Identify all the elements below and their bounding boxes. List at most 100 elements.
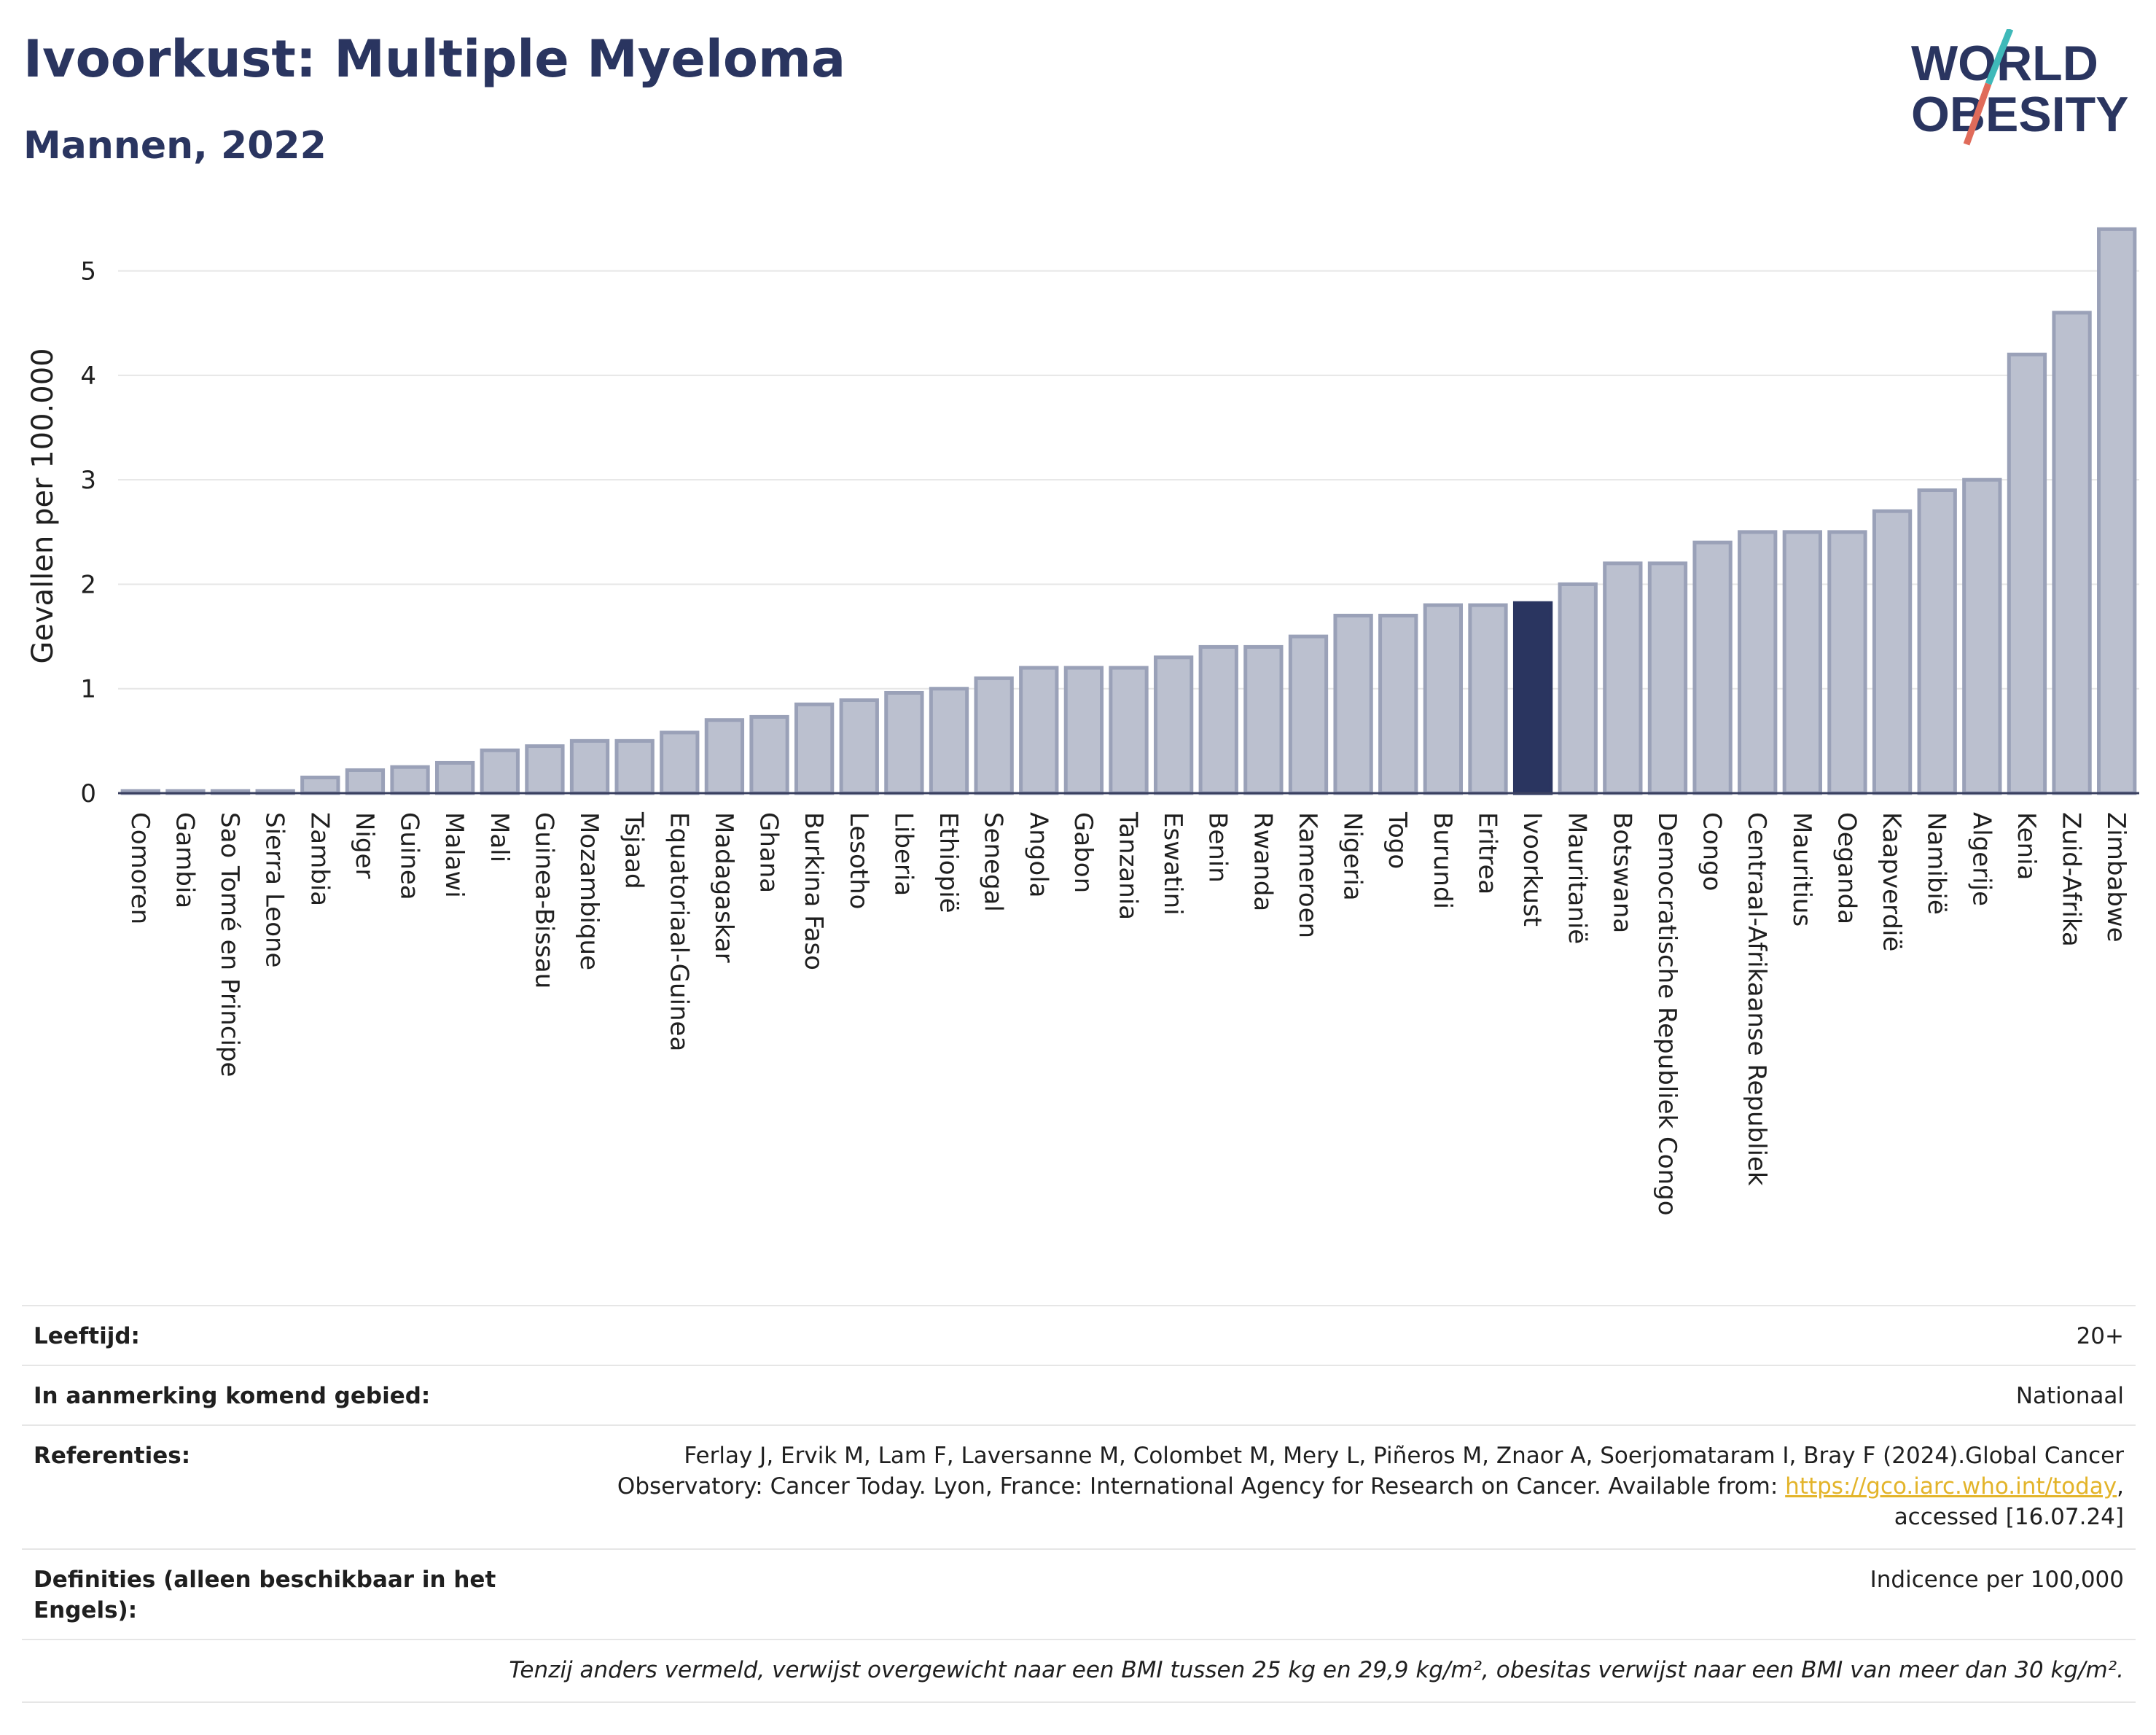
page-subtitle: Mannen, 2022: [23, 124, 327, 168]
bar-mozambique: [569, 738, 610, 795]
y-tick-label: 4: [80, 362, 96, 391]
x-tick-label: Equatoriaal-Guinea: [664, 812, 693, 1051]
bar-zimbabwe: [2097, 227, 2137, 795]
references-value: Ferlay J, Ervik M, Lam F, Laversanne M, …: [617, 1440, 2124, 1532]
bar-mali: [480, 748, 520, 795]
bar-rwanda: [1243, 644, 1284, 795]
references-line-2: Observatory: Cancer Today. Lyon, France:…: [617, 1473, 2124, 1500]
x-tick-label: Gambia: [170, 812, 199, 908]
bar-burkina-faso: [794, 702, 835, 795]
x-tick-label: Mozambique: [574, 812, 604, 970]
bar-ivoorkust: [1512, 601, 1553, 795]
bar-zuid-afrika: [2052, 311, 2092, 795]
x-tick-label: Guinea-Bissau: [529, 812, 558, 989]
y-axis-label: Gevallen per 100.000: [26, 348, 60, 663]
x-tick-label: Mauritius: [1787, 812, 1816, 927]
x-tick-label: Sierra Leone: [260, 812, 289, 967]
x-tick-label: Ethiopië: [934, 812, 963, 913]
bar-oeganda: [1827, 530, 1867, 795]
bar-algerije: [1962, 477, 2002, 795]
x-tick-label: Zambia: [305, 812, 334, 906]
area-row: In aanmerking komend gebied: Nationaal: [22, 1365, 2136, 1426]
x-tick-label: Angola: [1023, 812, 1052, 897]
y-tick-label: 0: [80, 779, 96, 808]
bar-centraal-afrikaanse-republiek: [1738, 530, 1778, 795]
x-tick-label: Zimbabwe: [2101, 812, 2130, 943]
x-tick-label: Sao Tomé en Principe: [215, 812, 244, 1077]
bar-namibi-: [1917, 488, 1957, 795]
x-tick-label: Democratische Republiek Congo: [1652, 812, 1682, 1216]
references-link[interactable]: https://gco.iarc.who.int/today: [1785, 1473, 2117, 1500]
age-label: Leeftijd:: [34, 1323, 140, 1349]
bar-kaapverdi-: [1872, 509, 1913, 795]
x-tick-label: Eswatini: [1158, 812, 1187, 916]
bar-madagaskar: [704, 718, 745, 795]
x-tick-label: Benin: [1203, 812, 1233, 883]
x-tick-label: Mali: [485, 812, 514, 862]
bar-ghana: [749, 714, 789, 795]
x-tick-label: Comoren: [125, 812, 155, 924]
x-tick-label: Madagaskar: [709, 812, 738, 963]
bar-botswana: [1603, 561, 1643, 795]
x-tick-label: Kameroen: [1293, 812, 1322, 938]
bar-mauritani-: [1558, 582, 1598, 795]
definitions-value: Indicence per 100,000: [1870, 1567, 2124, 1593]
note-row: Tenzij anders vermeld, verwijst overgewi…: [22, 1639, 2136, 1703]
references-row: Referenties: Ferlay J, Ervik M, Lam F, L…: [22, 1424, 2136, 1550]
x-tick-label: Kaapverdië: [1877, 812, 1906, 951]
x-tick-label: Algerije: [1966, 812, 1996, 906]
x-tick-label: Centraal-Afrikaanse Republiek: [1742, 812, 1771, 1186]
x-tick-label: Burundi: [1428, 812, 1457, 909]
bar-burundi: [1423, 603, 1464, 795]
x-tick-label: Niger: [350, 812, 379, 878]
references-line-1: Ferlay J, Ervik M, Lam F, Laversanne M, …: [684, 1443, 2124, 1469]
bar-niger: [345, 768, 386, 795]
bar-equatoriaal-guinea: [660, 730, 700, 795]
bar-gabon: [1063, 666, 1104, 795]
bar-liberia: [884, 690, 924, 795]
age-row: Leeftijd: 20+: [22, 1305, 2136, 1366]
bar-congo: [1692, 540, 1733, 795]
bar-kenia: [2007, 352, 2047, 795]
bmi-note: Tenzij anders vermeld, verwijst overgewi…: [509, 1657, 2124, 1683]
references-text-2: Observatory: Cancer Today. Lyon, France:…: [617, 1473, 1786, 1500]
bar-democratische-republiek-congo: [1647, 561, 1688, 795]
bar-lesotho: [839, 698, 879, 795]
x-tick-label: Guinea: [395, 812, 424, 900]
x-tick-label: Malawi: [440, 812, 469, 898]
age-value: 20+: [2076, 1323, 2124, 1349]
x-tick-label: Botswana: [1607, 812, 1636, 933]
y-tick-label: 2: [80, 570, 96, 599]
bar-senegal: [974, 676, 1014, 795]
bar-guinea: [390, 765, 430, 795]
page-title: Ivoorkust: Multiple Myeloma: [23, 29, 846, 89]
bar-zambia: [300, 776, 340, 795]
x-tick-label: Tsjaad: [620, 811, 649, 889]
area-value: Nationaal: [2015, 1383, 2124, 1409]
bar-tanzania: [1109, 666, 1149, 795]
x-tick-label: Oeganda: [1832, 812, 1861, 924]
x-tick-label: Kenia: [2012, 812, 2041, 880]
x-tick-label: Gabon: [1069, 812, 1098, 893]
x-tick-label: Congo: [1698, 812, 1727, 891]
y-tick-label: 5: [80, 257, 96, 286]
x-tick-label: Liberia: [888, 812, 918, 896]
definitions-label-line-1: Definities (alleen beschikbaar in het: [34, 1567, 496, 1593]
bar-chart: 0 1 2 3 4 5 Gevallen per 100.000 Comoren Gambia S…: [26, 227, 2139, 1216]
x-tick-label: Namibië: [1922, 812, 1951, 915]
bar-eritrea: [1468, 603, 1508, 795]
y-tick-label: 1: [80, 675, 96, 704]
x-tick-label: Nigeria: [1338, 812, 1367, 901]
x-tick-label: Tanzania: [1114, 811, 1143, 920]
bar-ethiopi-: [929, 687, 969, 795]
x-tick-label: Togo: [1383, 811, 1412, 869]
area-label: In aanmerking komend gebied:: [34, 1383, 431, 1409]
definitions-row: Definities (alleen beschikbaar in het En…: [22, 1548, 2136, 1640]
bar-benin: [1198, 644, 1238, 795]
x-tick-label: Mauritanië: [1563, 812, 1592, 944]
bar-guinea-bissau: [525, 744, 565, 795]
x-tick-label: Senegal: [979, 812, 1008, 912]
bar-malawi: [435, 760, 475, 795]
world-obesity-logo: WORLD OBESITY: [1911, 29, 2129, 146]
logo-slash-teal: [1985, 29, 2014, 85]
